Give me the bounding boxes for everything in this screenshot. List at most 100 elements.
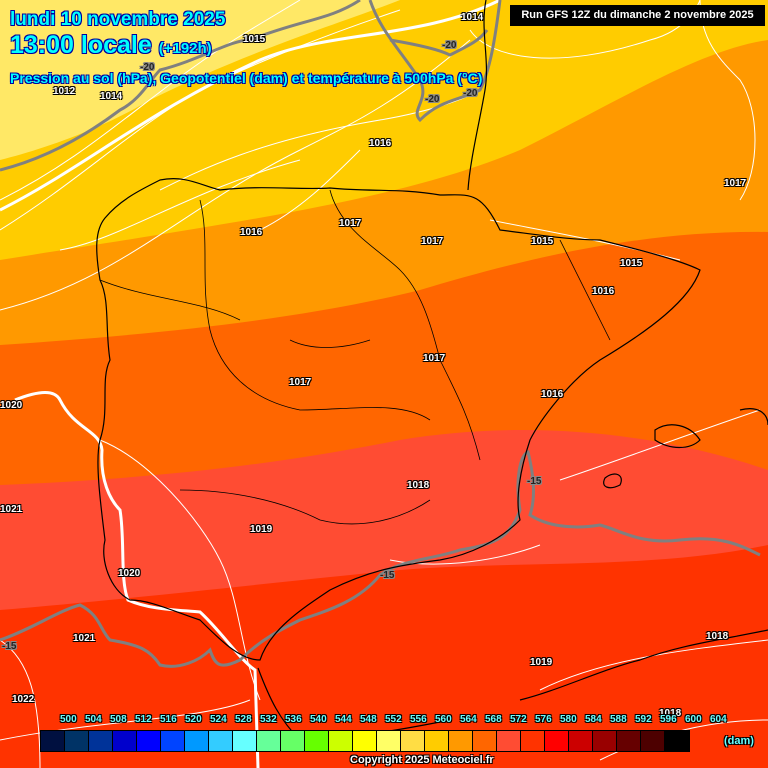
legend-swatch <box>401 731 425 751</box>
legend-tick: 552 <box>385 714 402 725</box>
legend-tick: 584 <box>585 714 602 725</box>
legend-swatch <box>425 731 449 751</box>
legend-tick: 560 <box>435 714 452 725</box>
legend-tick: 540 <box>310 714 327 725</box>
legend-tick: 504 <box>85 714 102 725</box>
copyright: Copyright 2025 Meteociel.fr <box>350 754 494 766</box>
legend-swatch <box>65 731 89 751</box>
legend-swatch <box>449 731 473 751</box>
legend-tick: 600 <box>685 714 702 725</box>
isobar-label: 1017 <box>724 178 747 189</box>
legend-swatch <box>281 731 305 751</box>
forecast-lead-time: (+192h) <box>158 40 212 57</box>
legend-tick: 544 <box>335 714 352 725</box>
model-run-banner: Run GFS 12Z du dimanche 2 novembre 2025 <box>510 5 765 26</box>
color-legend <box>40 730 690 752</box>
band-552 <box>0 0 400 160</box>
isobar-label: 1016 <box>541 389 564 400</box>
legend-tick: 588 <box>610 714 627 725</box>
legend-swatch <box>377 731 401 751</box>
legend-tick: 576 <box>535 714 552 725</box>
isobar-label: 1017 <box>423 353 446 364</box>
isobar-label: 1019 <box>250 524 273 535</box>
legend-swatch <box>473 731 497 751</box>
legend-tick: 520 <box>185 714 202 725</box>
legend-swatch <box>593 731 617 751</box>
legend-swatch <box>233 731 257 751</box>
legend-swatch <box>545 731 569 751</box>
isotherm-label: -15 <box>2 641 17 652</box>
legend-tick: 572 <box>510 714 527 725</box>
legend-swatch <box>41 731 65 751</box>
legend-tick: 528 <box>235 714 252 725</box>
legend-tick: 536 <box>285 714 302 725</box>
isobar-label: 1017 <box>289 377 312 388</box>
isobar-label: 1015 <box>531 236 554 247</box>
legend-swatch <box>305 731 329 751</box>
isobar-label: 1016 <box>369 138 392 149</box>
legend-swatch <box>569 731 593 751</box>
isobar-label: 1014 <box>100 91 123 102</box>
legend-swatch <box>185 731 209 751</box>
legend-tick: 556 <box>410 714 427 725</box>
legend-swatch <box>497 731 521 751</box>
isobar-label: 1018 <box>659 708 682 719</box>
isobar-1020 <box>14 391 260 768</box>
legend-swatch <box>641 731 665 751</box>
isobar-label: 1016 <box>592 286 615 297</box>
isobar-label: 1021 <box>73 633 96 644</box>
map-subtitle: Pression au sol (hPa), Geopotentiel (dam… <box>10 70 483 86</box>
legend-swatch <box>137 731 161 751</box>
legend-tick: 508 <box>110 714 127 725</box>
isotherm-label: -20 <box>463 88 478 99</box>
legend-tick: 564 <box>460 714 477 725</box>
legend-tick: 604 <box>710 714 727 725</box>
isotherm-label: -15 <box>527 476 542 487</box>
isotherm-label: -15 <box>380 570 395 581</box>
isobar-label: 1022 <box>12 694 35 705</box>
legend-swatch <box>161 731 185 751</box>
forecast-date: lundi 10 novembre 2025 <box>10 9 226 30</box>
legend-swatch <box>353 731 377 751</box>
isobar-label: 1021 <box>0 504 23 515</box>
legend-tick: 568 <box>485 714 502 725</box>
isobar-label: 1012 <box>53 86 76 97</box>
legend-swatch <box>257 731 281 751</box>
legend-tick: 524 <box>210 714 227 725</box>
isobar-label: 1018 <box>706 631 729 642</box>
legend-tick: 592 <box>635 714 652 725</box>
isobar-label: 1016 <box>240 227 263 238</box>
isotherm-label: -20 <box>425 94 440 105</box>
legend-tick: 512 <box>135 714 152 725</box>
legend-tick: 580 <box>560 714 577 725</box>
legend-tick: 516 <box>160 714 177 725</box>
isobar-label: 1020 <box>0 400 23 411</box>
forecast-time-local: 13:00 locale <box>10 31 152 59</box>
coastlines <box>96 0 768 741</box>
isotherm-label: -20 <box>140 62 155 73</box>
isobar-label: 1015 <box>620 258 643 269</box>
isobar-1012 <box>0 0 501 212</box>
isobar-label: 1017 <box>339 218 362 229</box>
legend-tick: 500 <box>60 714 77 725</box>
legend-tick: 548 <box>360 714 377 725</box>
regional-borders <box>99 189 611 525</box>
legend-unit: (dam) <box>724 735 754 747</box>
isobar-label: 1015 <box>243 34 266 45</box>
legend-swatch <box>209 731 233 751</box>
legend-swatch <box>665 731 689 751</box>
isobar-label: 1019 <box>530 657 553 668</box>
legend-ticks: 500 504 508 512 516 520 524 528 532 536 540 544 548 5… <box>60 714 735 725</box>
legend-swatch <box>617 731 641 751</box>
legend-swatch <box>329 731 353 751</box>
isobar-label: 1020 <box>118 568 141 579</box>
legend-swatch <box>89 731 113 751</box>
legend-tick: 596 <box>660 714 677 725</box>
isotherm-label: -20 <box>442 40 457 51</box>
legend-tick: 532 <box>260 714 277 725</box>
forecast-time: 13:00 locale (+192h) <box>10 31 212 60</box>
legend-swatch <box>521 731 545 751</box>
legend-swatch <box>113 731 137 751</box>
